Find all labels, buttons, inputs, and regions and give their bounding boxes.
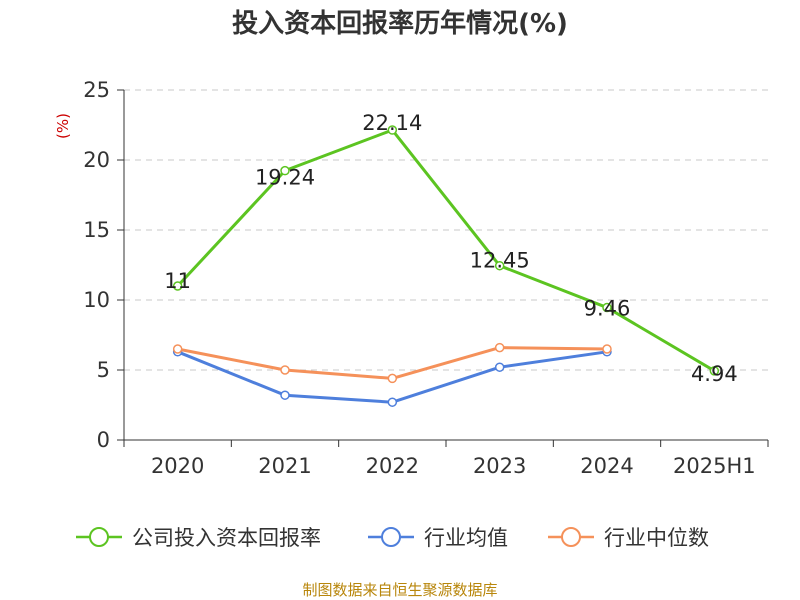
data-label: 11: [164, 269, 191, 293]
grid: [124, 89, 768, 371]
data-point: [602, 302, 612, 313]
legend-marker: [561, 527, 581, 547]
data-point: [387, 397, 398, 407]
x-tick-label: 2021: [258, 454, 311, 478]
data-labels: 11 19.24 22.14 12.45 9.46 4.94: [164, 111, 737, 386]
y-tick-label: 5: [97, 358, 110, 382]
y-tick-label: 25: [83, 78, 110, 102]
legend-label: 行业均值: [424, 526, 508, 550]
series-line: [176, 128, 716, 373]
data-point: [494, 260, 505, 271]
y-axis-unit: (%): [54, 113, 72, 139]
chart-title: 投入资本回报率历年情况(%): [232, 8, 568, 39]
data-point: [709, 366, 720, 376]
axes: 0 5 10 15 20 25 2020 2021 2022 2023 2024 2025H1: [83, 78, 769, 478]
data-label: 4.94: [691, 362, 738, 386]
data-point: [172, 344, 183, 354]
data-point: [172, 281, 183, 291]
y-tick-label: 15: [83, 218, 110, 242]
legend-label: 行业中位数: [604, 526, 709, 550]
x-tick-label: 2024: [580, 454, 633, 478]
data-point: [494, 362, 505, 372]
source-note: 制图数据来自恒生聚源数据库: [302, 581, 497, 599]
data-point: [494, 342, 505, 353]
data-label: 9.46: [584, 297, 631, 321]
data-point: [387, 373, 398, 384]
y-tick-label: 0: [97, 428, 110, 452]
data-label: 19.24: [255, 166, 315, 190]
x-tick-label: 2022: [366, 454, 419, 478]
y-tick-label: 10: [83, 288, 110, 312]
legend-marker: [381, 527, 401, 547]
data-point: [280, 390, 290, 400]
legend-marker: [89, 527, 109, 547]
data-label: 12.45: [470, 249, 530, 273]
data-point: [280, 165, 290, 176]
x-tick-label: 2025H1: [673, 454, 756, 478]
y-tick-label: 20: [83, 148, 110, 172]
x-tick-label: 2023: [473, 454, 526, 478]
data-point: [387, 125, 398, 135]
series: [172, 125, 720, 407]
data-point: [602, 344, 612, 354]
x-tick-label: 2020: [151, 454, 204, 478]
data-label: 22.14: [362, 111, 422, 135]
data-point: [280, 365, 290, 375]
legend-label: 公司投入资本回报率: [132, 526, 321, 550]
legend: 公司投入资本回报率 行业均值 行业中位数: [76, 526, 709, 550]
